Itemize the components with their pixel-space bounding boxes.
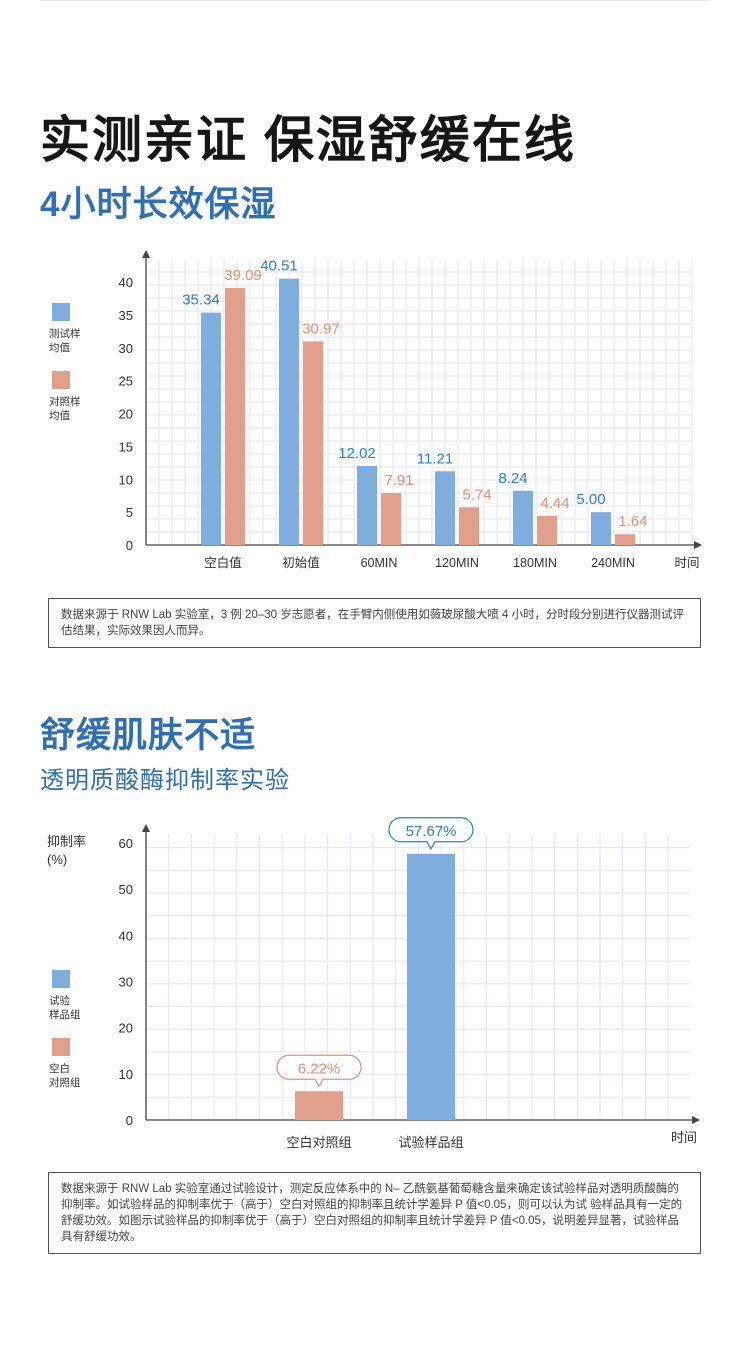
- section1-title: 4小时长效保湿: [40, 185, 277, 224]
- page-headline: 实测亲证 保湿舒缓在线: [40, 112, 576, 168]
- x-tick-label: 240MIN: [591, 556, 635, 570]
- bar-control: [537, 515, 557, 545]
- bar-control: [303, 341, 323, 545]
- y-tick-label: 0: [126, 538, 133, 553]
- section2-title: 舒缓肌肤不适: [40, 716, 257, 755]
- y-tick-label: 30: [119, 975, 133, 990]
- data-label-control: 39.09: [224, 267, 262, 284]
- bar-test: [279, 278, 299, 545]
- legend-label-control: 对照样: [49, 395, 81, 408]
- y-tick-label: 20: [119, 407, 133, 422]
- data-label-test: 12.02: [338, 445, 376, 462]
- legend-label-control: 均值: [49, 409, 70, 422]
- legend-label-sample: 试验: [49, 994, 70, 1007]
- legend-label-test: 均值: [49, 341, 70, 354]
- legend-label-sample: 样品组: [49, 1008, 81, 1021]
- bar-test: [435, 471, 455, 545]
- y-tick-label: 5: [126, 505, 133, 520]
- legend-label-test: 测试样: [49, 327, 81, 340]
- y-axis-arrow: [142, 824, 150, 832]
- y-tick-label: 0: [126, 1113, 133, 1128]
- data-label-control: 7.91: [384, 472, 413, 489]
- data-label: 6.22%: [298, 1060, 341, 1077]
- y-tick-label: 40: [119, 275, 133, 290]
- section2-subtitle: 透明质酸酶抑制率实验: [40, 767, 290, 794]
- y-tick-label: 60: [119, 836, 133, 851]
- data-label-control: 4.44: [540, 495, 569, 512]
- bar-test: [513, 490, 533, 545]
- x-tick-label: 试验样品组: [398, 1135, 463, 1150]
- y-tick-label: 30: [119, 341, 133, 356]
- bar-test: [357, 465, 377, 545]
- callout-bubble: [276, 1054, 362, 1088]
- section1-note: 数据来源于 RNW Lab 实验室，3 例 20–30 岁志愿者，在手臂内侧使用…: [48, 598, 701, 648]
- y-tick-label: 10: [119, 472, 133, 487]
- y-tick-label: 40: [119, 928, 133, 943]
- x-tick-label: 180MIN: [513, 556, 557, 570]
- data-label-test: 8.24: [498, 470, 527, 487]
- callout-bubble: [388, 817, 474, 850]
- y-axis-label: 抑制率: [47, 834, 86, 849]
- x-tick-label: 空白值: [204, 555, 242, 570]
- bar-control: [615, 534, 635, 545]
- y-tick-label: 50: [119, 882, 133, 897]
- data-label-test: 5.00: [576, 491, 605, 508]
- section2-note: 数据来源于 RNW Lab 实验室通过试验设计，测定反应体系中的 N– 乙酰氨基…: [48, 1172, 701, 1254]
- legend-swatch-test: [52, 303, 70, 321]
- data-label-test: 11.21: [417, 450, 453, 467]
- legend-swatch-control: [52, 371, 70, 389]
- bar-control: [459, 507, 479, 545]
- legend-label-blank: 对照组: [49, 1076, 81, 1089]
- y-tick-label: 20: [119, 1021, 133, 1036]
- x-tick-label: 120MIN: [435, 556, 479, 570]
- x-axis-label: 时间: [671, 1130, 697, 1145]
- x-tick-label: 初始值: [282, 555, 320, 570]
- top-divider: [40, 0, 710, 1]
- data-label-test: 40.51: [260, 258, 298, 275]
- data-label-control: 1.64: [618, 513, 647, 530]
- data-label-control: 5.74: [462, 486, 491, 503]
- data-label: 57.67%: [406, 823, 457, 840]
- inhibition-chart: 0 10 20 30 40 50 60 抑制率 (%) 空白对照组 6.22% 试验样品组 57.67%…: [47, 817, 700, 1150]
- bar-control: [225, 287, 245, 545]
- data-label-test: 35.34: [182, 292, 220, 309]
- y-axis-label: (%): [47, 852, 67, 867]
- bar-test: [201, 312, 221, 545]
- y-tick-label: 15: [119, 439, 133, 454]
- x-tick-label: 空白对照组: [286, 1135, 351, 1150]
- legend-swatch-sample: [52, 970, 70, 988]
- bar-control: [381, 492, 401, 545]
- bar: [407, 853, 455, 1120]
- x-tick-label: 60MIN: [361, 556, 398, 570]
- x-axis-label: 时间: [674, 556, 699, 570]
- x-axis-arrow: [692, 1116, 700, 1124]
- y-tick-label: 25: [119, 374, 133, 389]
- bar-test: [591, 512, 611, 545]
- x-axis-arrow: [694, 541, 702, 549]
- y-axis-arrow: [142, 250, 150, 258]
- legend-label-blank: 空白: [49, 1062, 70, 1075]
- y-tick-label: 35: [119, 308, 133, 323]
- bar: [295, 1091, 343, 1120]
- y-tick-label: 10: [119, 1067, 133, 1082]
- data-label-control: 30.97: [302, 320, 340, 337]
- legend-swatch-blank: [52, 1038, 70, 1056]
